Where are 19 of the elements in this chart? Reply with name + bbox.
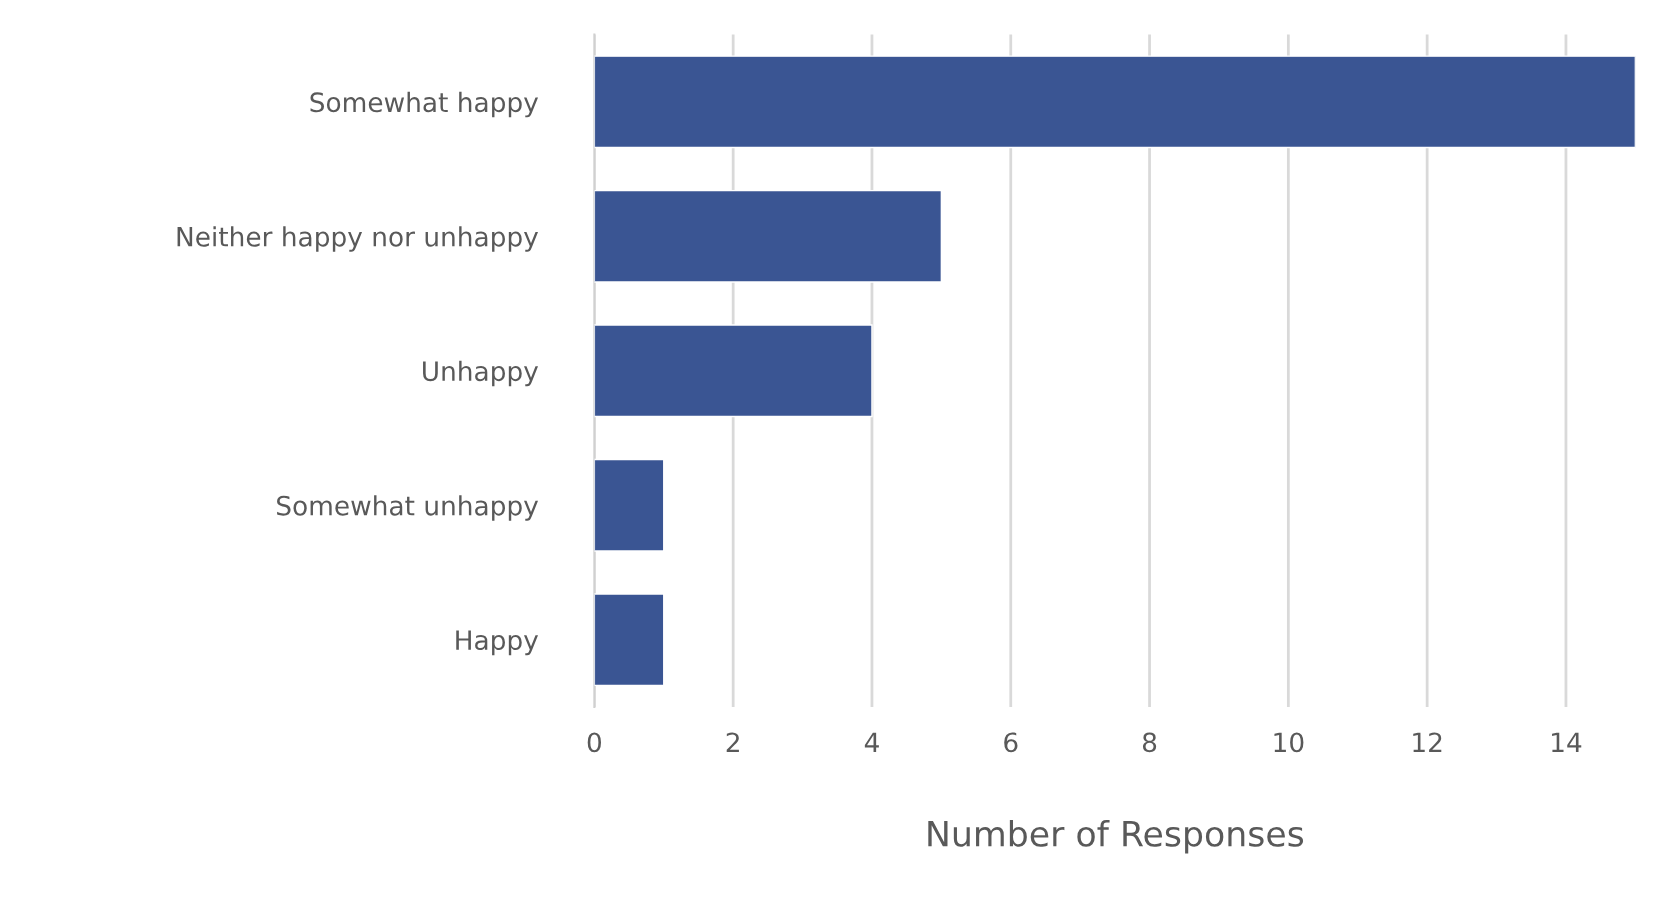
x-tick-label: 6 [1004, 732, 1018, 753]
x-tick-label: 4 [864, 732, 879, 752]
bar [594, 324, 873, 418]
y-tick-label: Neither happy nor unhappy [177, 226, 539, 252]
bar [594, 189, 943, 283]
x-tick-label: 0 [587, 732, 602, 753]
x-tick-label: 10 [1274, 732, 1304, 753]
bar [594, 593, 665, 687]
y-tick-label: Somewhat happy [310, 91, 539, 118]
x-tick-label: 2 [726, 732, 739, 752]
x-axis-title: Number of Responses [928, 819, 1304, 854]
x-tick-label: 12 [1413, 732, 1442, 752]
bar [594, 458, 665, 552]
y-tick-label: Unhappy [423, 360, 539, 387]
bar [594, 55, 1636, 149]
y-tick-label: Somewhat unhappy [277, 495, 539, 521]
x-tick-label: 8 [1142, 732, 1157, 753]
y-tick-label: Happy [456, 630, 539, 656]
x-tick-label: 14 [1552, 732, 1582, 752]
